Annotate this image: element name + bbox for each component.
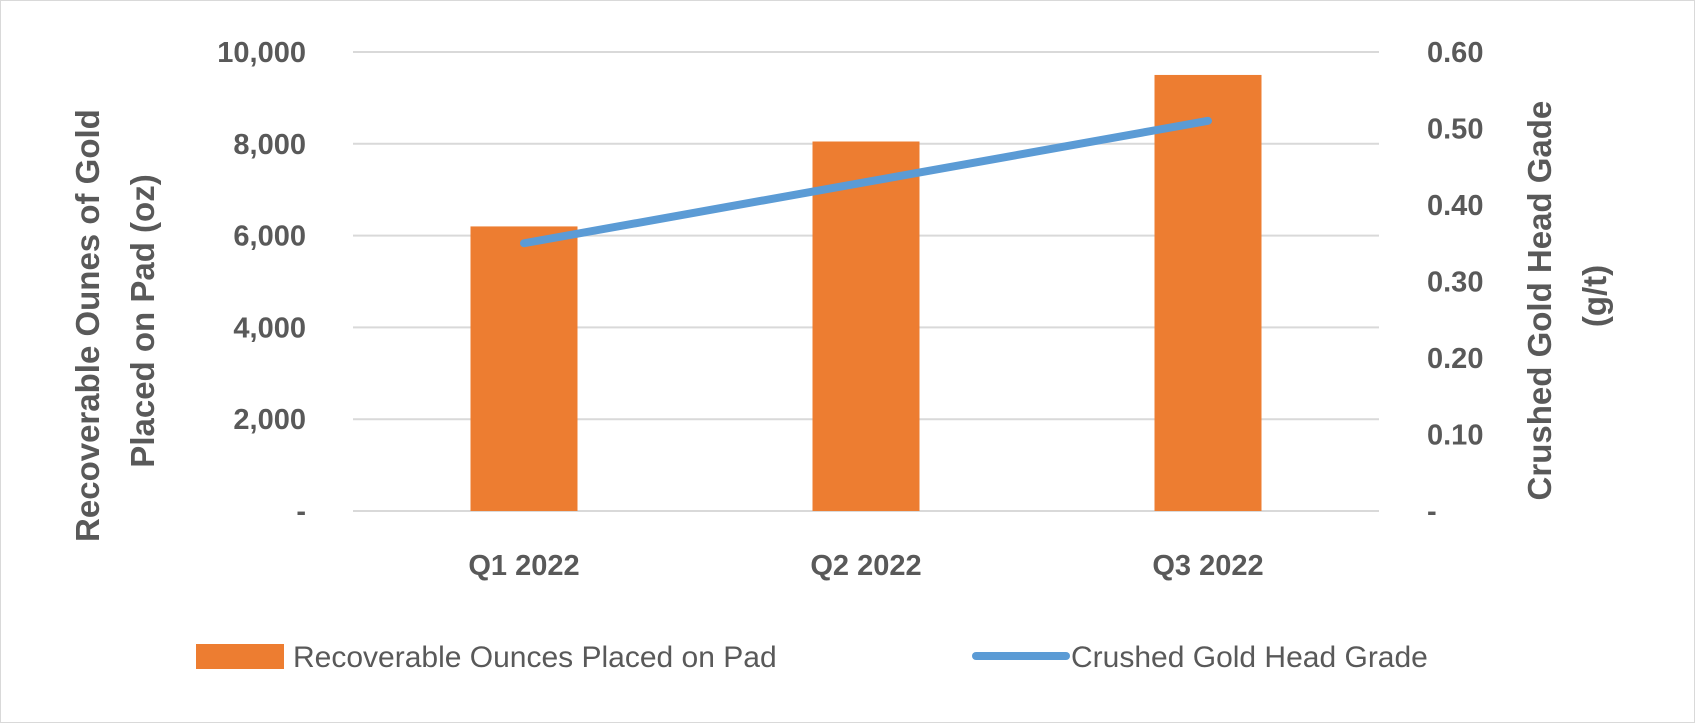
left-axis-ticks: - 2,000 4,000 6,000 8,000 10,000: [217, 37, 306, 528]
legend-line-label: Crushed Gold Head Grade: [1071, 641, 1428, 674]
line-point: [523, 242, 525, 244]
legend: Recoverable Ounces Placed on Pad Crushed…: [196, 641, 1428, 674]
right-tick-label: 0.50: [1427, 114, 1483, 146]
left-axis-title: Recoverable Ounes of Gold Placed on Pad …: [69, 100, 161, 542]
bar-series: [470, 74, 1262, 512]
right-tick-label: 0.20: [1427, 343, 1483, 375]
left-tick-label: 8,000: [233, 129, 306, 161]
x-axis-ticks: Q1 2022 Q2 2022 Q3 2022: [468, 550, 1263, 582]
right-tick-label: -: [1427, 496, 1437, 528]
left-tick-label: 2,000: [233, 404, 306, 436]
right-axis-title-line-2: (g/t): [1576, 265, 1613, 327]
right-axis-ticks: - 0.10 0.20 0.30 0.40 0.50 0.60: [1427, 37, 1483, 528]
right-tick-label: 0.40: [1427, 190, 1483, 222]
legend-bar-label: Recoverable Ounces Placed on Pad: [293, 641, 777, 674]
left-tick-label: -: [296, 496, 306, 528]
bar: [1154, 74, 1262, 511]
x-tick-label: Q1 2022: [468, 550, 579, 582]
line-series: [520, 116, 1212, 248]
bar: [470, 226, 578, 512]
right-tick-label: 0.10: [1427, 420, 1483, 452]
right-tick-label: 0.60: [1427, 37, 1483, 69]
legend-bar-swatch: [196, 644, 284, 669]
bar: [812, 141, 920, 511]
left-axis-title-line-2: Placed on Pad (oz): [124, 174, 161, 467]
left-axis-title-line-1: Recoverable Ounes of Gold: [69, 109, 106, 542]
left-tick-label: 4,000: [233, 312, 306, 344]
right-tick-label: 0.30: [1427, 267, 1483, 299]
x-tick-label: Q3 2022: [1152, 550, 1263, 582]
left-tick-label: 10,000: [217, 37, 306, 69]
line-point: [865, 181, 867, 183]
left-tick-label: 6,000: [233, 221, 306, 253]
line-point: [1207, 120, 1209, 122]
right-axis-title-line-1: Crushed Gold Head Gade: [1521, 101, 1558, 501]
right-axis-title: Crushed Gold Head Gade (g/t): [1521, 92, 1613, 501]
x-tick-label: Q2 2022: [810, 550, 921, 582]
